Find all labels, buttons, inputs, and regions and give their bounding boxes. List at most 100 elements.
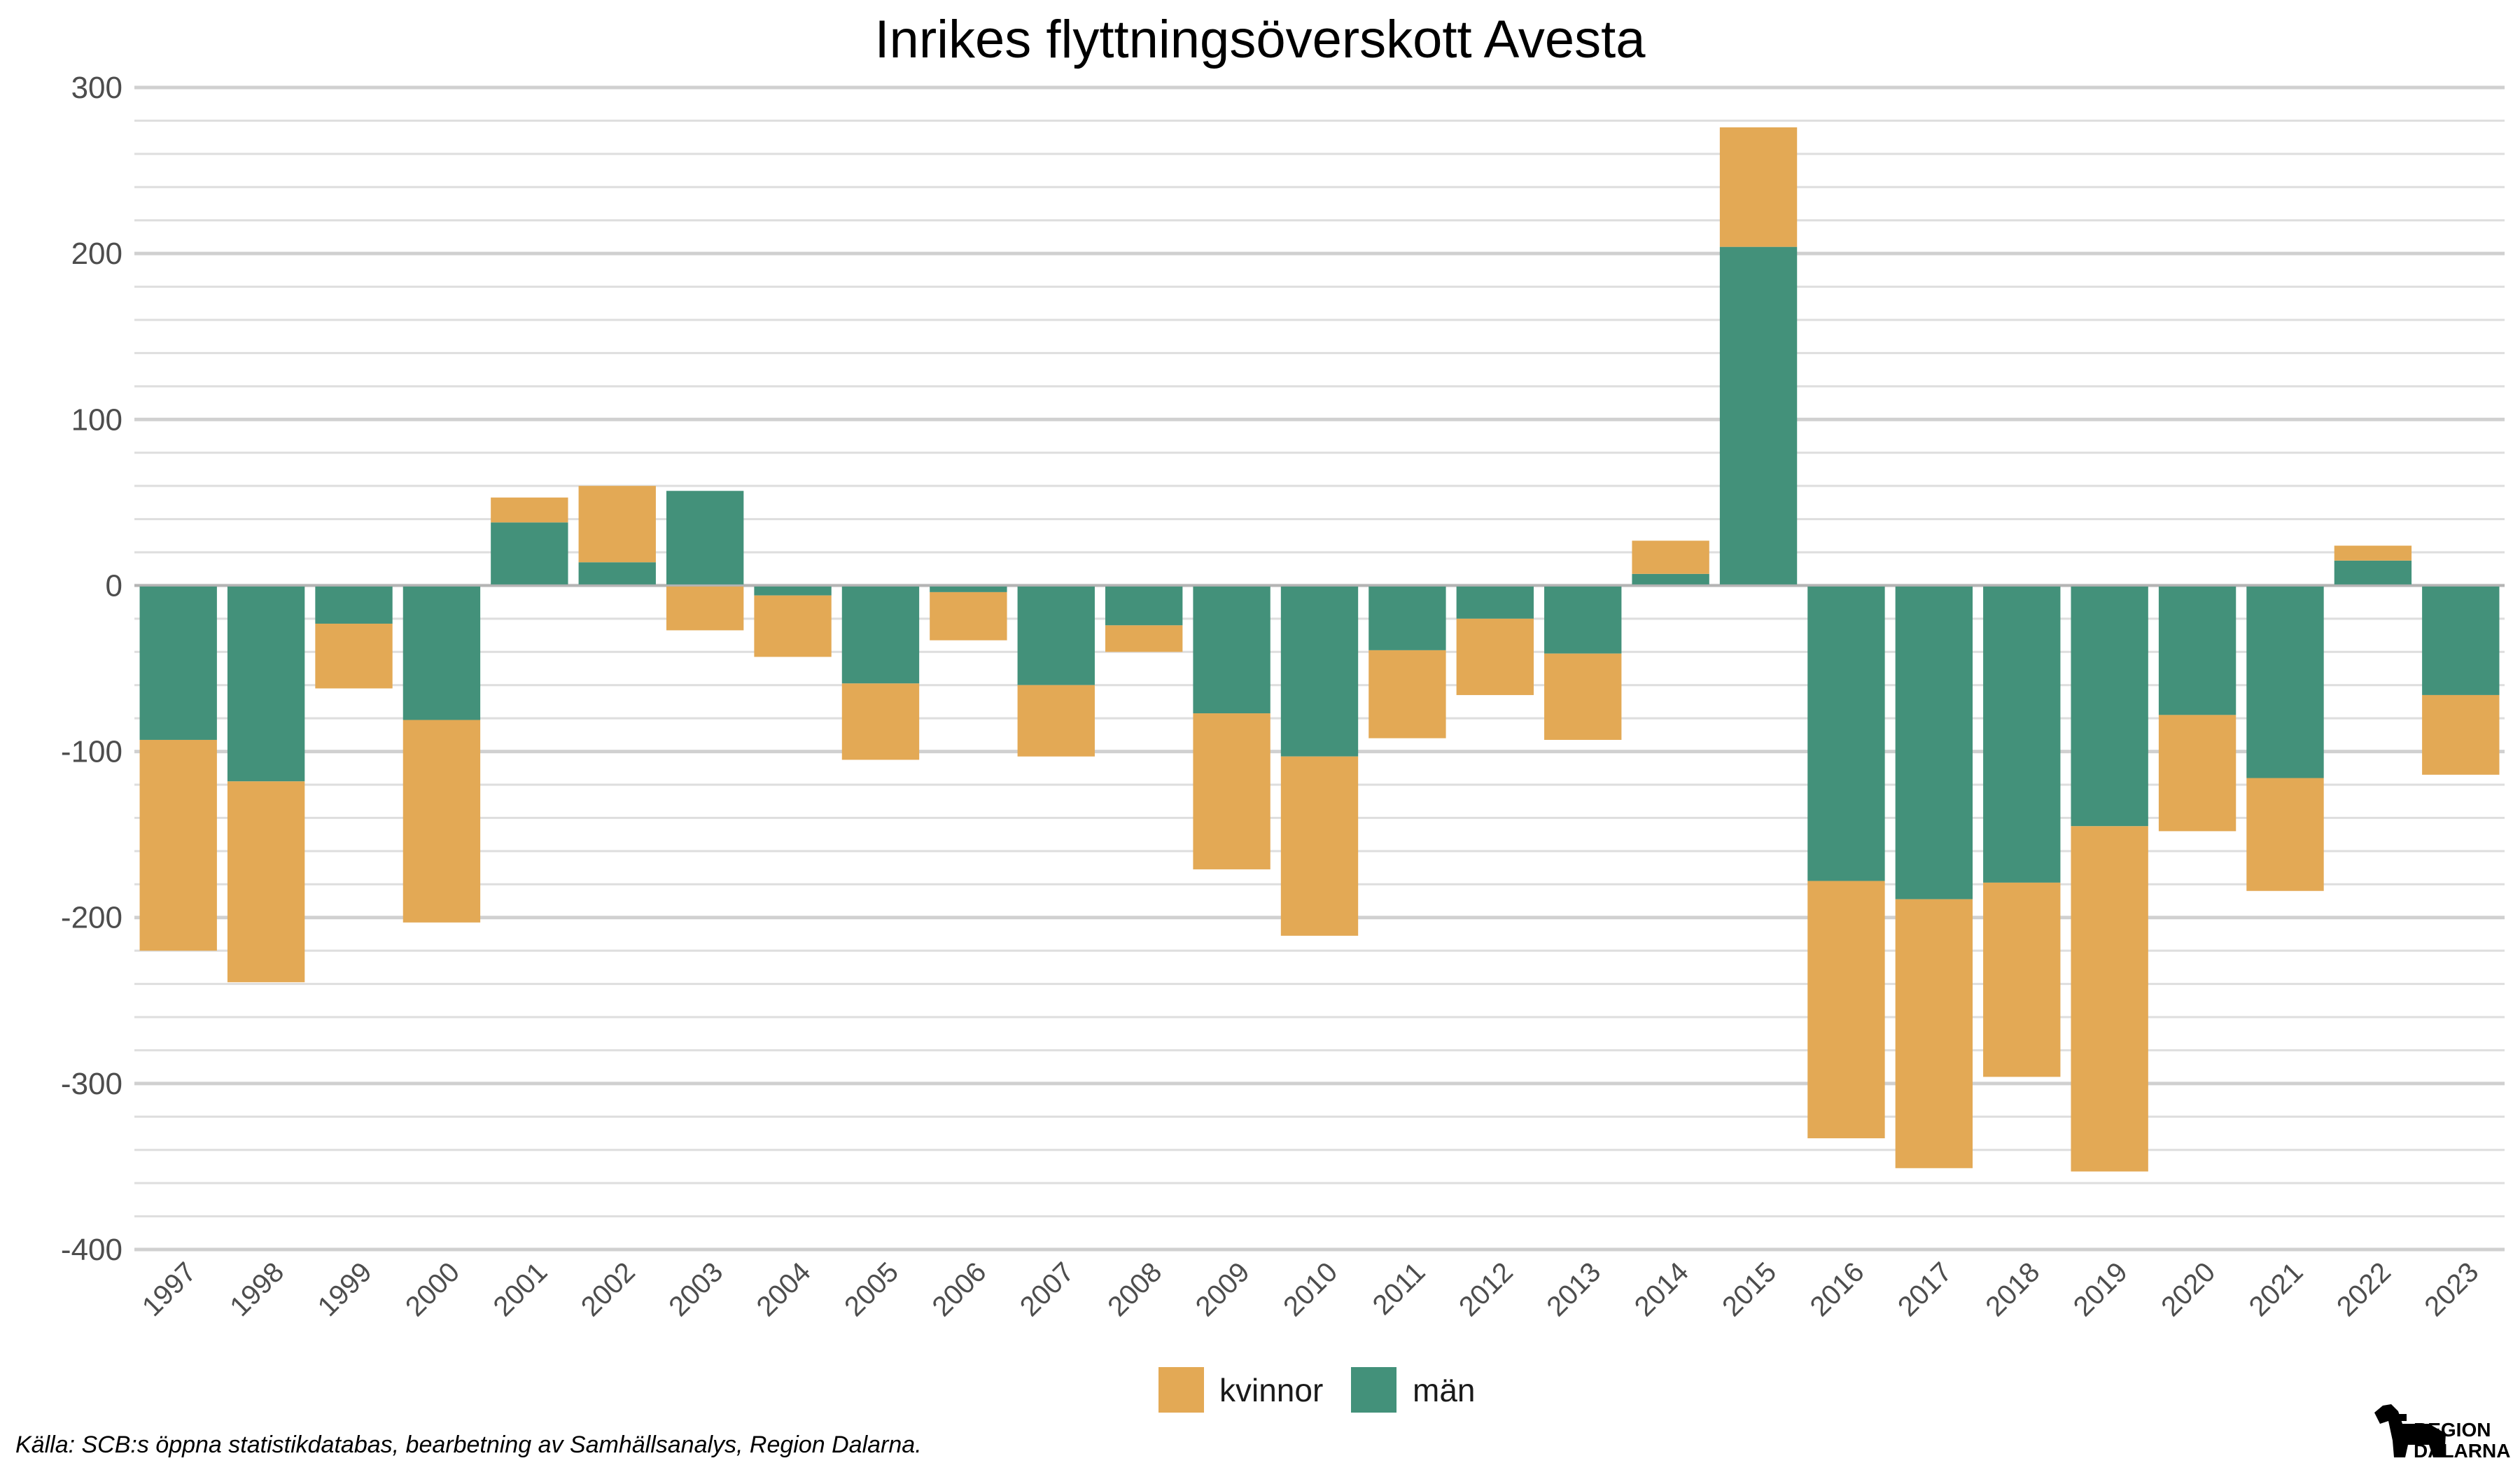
- bar-man-2021: [2246, 585, 2324, 778]
- x-tick-label: 2011: [1367, 1256, 1432, 1321]
- bar-kvinnor-2004: [754, 595, 832, 657]
- bar-man-2022: [2334, 560, 2412, 586]
- x-tick-label: 2007: [1014, 1256, 1080, 1322]
- bar-man-2006: [930, 585, 1007, 592]
- bar-man-2012: [1456, 585, 1534, 619]
- bar-kvinnor-2022: [2334, 545, 2412, 561]
- x-tick-label: 2019: [2068, 1256, 2134, 1322]
- region-dalarna-logo: REGION DALARNA: [2374, 1404, 2510, 1462]
- bar-man-1997: [139, 585, 217, 740]
- bar-man-2017: [1895, 585, 1973, 899]
- dalahorse-icon: [2374, 1404, 2446, 1457]
- legend-label-man: män: [1413, 1372, 1475, 1408]
- x-tick-label: 1999: [312, 1256, 378, 1322]
- bar-man-2003: [666, 491, 744, 586]
- bar-kvinnor-1997: [139, 739, 217, 951]
- bar-kvinnor-2016: [1807, 881, 1885, 1139]
- bar-man-2005: [841, 585, 920, 684]
- y-tick-label: 100: [71, 402, 122, 437]
- x-tick-label: 2008: [1102, 1256, 1168, 1322]
- x-tick-label: 2016: [1805, 1256, 1870, 1322]
- bar-kvinnor-2007: [1017, 685, 1095, 757]
- x-tick-label: 2020: [2155, 1256, 2221, 1322]
- bar-man-2019: [2071, 585, 2148, 827]
- bar-kvinnor-2019: [2071, 826, 2148, 1172]
- bar-kvinnor-2017: [1895, 899, 1973, 1168]
- y-tick-label: 200: [71, 237, 122, 271]
- bar-man-2013: [1544, 585, 1622, 654]
- bar-kvinnor-2002: [578, 486, 656, 563]
- x-tick-label: 2017: [1892, 1256, 1958, 1322]
- y-tick-label: -200: [61, 901, 122, 935]
- legend-label-kvinnor: kvinnor: [1219, 1372, 1323, 1408]
- x-tick-label: 2003: [663, 1256, 729, 1322]
- bar-man-2000: [402, 585, 481, 720]
- y-tick-label: 300: [71, 71, 122, 105]
- x-tick-label: 2012: [1453, 1256, 1519, 1322]
- bar-man-1998: [227, 585, 305, 782]
- x-tick-label: 2004: [751, 1256, 817, 1322]
- x-tick-label: 2022: [2331, 1256, 2397, 1322]
- bar-man-2020: [2158, 585, 2236, 715]
- x-axis-ticks: 1997 1998 1999 2000 2001 2002 2003 2004 2005 2006…: [136, 1256, 2485, 1322]
- bar-kvinnor-2001: [491, 497, 568, 523]
- bar-man-2015: [1719, 246, 1798, 586]
- logo-line-1: REGION: [2414, 1419, 2491, 1441]
- bar-kvinnor-2008: [1105, 625, 1183, 652]
- bar-kvinnor-2009: [1193, 713, 1270, 869]
- y-tick-label: 0: [106, 568, 122, 603]
- x-tick-label: 2000: [400, 1256, 465, 1322]
- bar-kvinnor-2006: [930, 592, 1007, 640]
- x-tick-label: 2009: [1190, 1256, 1256, 1322]
- bar-man-2001: [491, 522, 568, 586]
- y-axis-ticks: 300 200 100 0 -100 -200 -300 -400: [61, 71, 122, 1267]
- logo-line-2: DALARNA: [2414, 1440, 2510, 1462]
- bar-kvinnor-2011: [1368, 650, 1446, 738]
- bar-kvinnor-2013: [1544, 653, 1622, 740]
- bar-kvinnor-2021: [2246, 778, 2324, 891]
- bar-man-1999: [315, 585, 393, 624]
- source-note: Källa: SCB:s öppna statistikdatabas, bea…: [15, 1432, 922, 1458]
- bar-man-2014: [1632, 573, 1709, 586]
- y-tick-label: -300: [61, 1067, 122, 1101]
- bar-man-2018: [1983, 585, 2061, 883]
- y-tick-label: -400: [61, 1233, 122, 1267]
- x-tick-label: 2006: [926, 1256, 992, 1322]
- bar-man-2010: [1280, 585, 1359, 757]
- bar-kvinnor-1998: [227, 781, 305, 983]
- bar-kvinnor-2003: [666, 585, 744, 631]
- bar-kvinnor-2018: [1983, 882, 2061, 1077]
- x-tick-label: 2010: [1278, 1256, 1343, 1322]
- bar-kvinnor-2010: [1280, 756, 1359, 936]
- y-tick-label: -100: [61, 735, 122, 769]
- bar-kvinnor-2015: [1719, 127, 1798, 247]
- legend: kvinnor män: [1158, 1367, 1475, 1413]
- bar-kvinnor-1999: [315, 623, 393, 689]
- bar-man-2002: [578, 562, 656, 586]
- legend-swatch-man: [1351, 1367, 1396, 1413]
- x-tick-label: 2018: [1980, 1256, 2045, 1322]
- x-tick-label: 2005: [839, 1256, 904, 1322]
- x-tick-label: 2023: [2418, 1256, 2484, 1322]
- bar-man-2023: [2422, 585, 2500, 695]
- chart-title: Inrikes flyttningsöverskott Avesta: [874, 10, 1646, 69]
- bar-man-2008: [1105, 585, 1183, 626]
- legend-swatch-kvinnor: [1158, 1367, 1204, 1413]
- bar-man-2004: [754, 585, 832, 596]
- x-tick-label: 1997: [136, 1256, 202, 1322]
- bar-kvinnor-2005: [841, 683, 920, 760]
- x-tick-label: 2014: [1629, 1256, 1695, 1322]
- bar-kvinnor-2012: [1456, 618, 1534, 695]
- bar-kvinnor-2014: [1632, 540, 1709, 574]
- bar-man-2007: [1017, 585, 1095, 685]
- x-tick-label: 2001: [487, 1256, 553, 1322]
- bar-man-2009: [1193, 585, 1270, 714]
- bar-kvinnor-2023: [2422, 694, 2500, 775]
- bar-man-2011: [1368, 585, 1446, 650]
- x-tick-label: 1998: [224, 1256, 290, 1322]
- bar-man-2016: [1807, 585, 1885, 881]
- x-tick-label: 2002: [575, 1256, 641, 1322]
- x-tick-label: 2015: [1716, 1256, 1782, 1322]
- bars: [139, 127, 2500, 1172]
